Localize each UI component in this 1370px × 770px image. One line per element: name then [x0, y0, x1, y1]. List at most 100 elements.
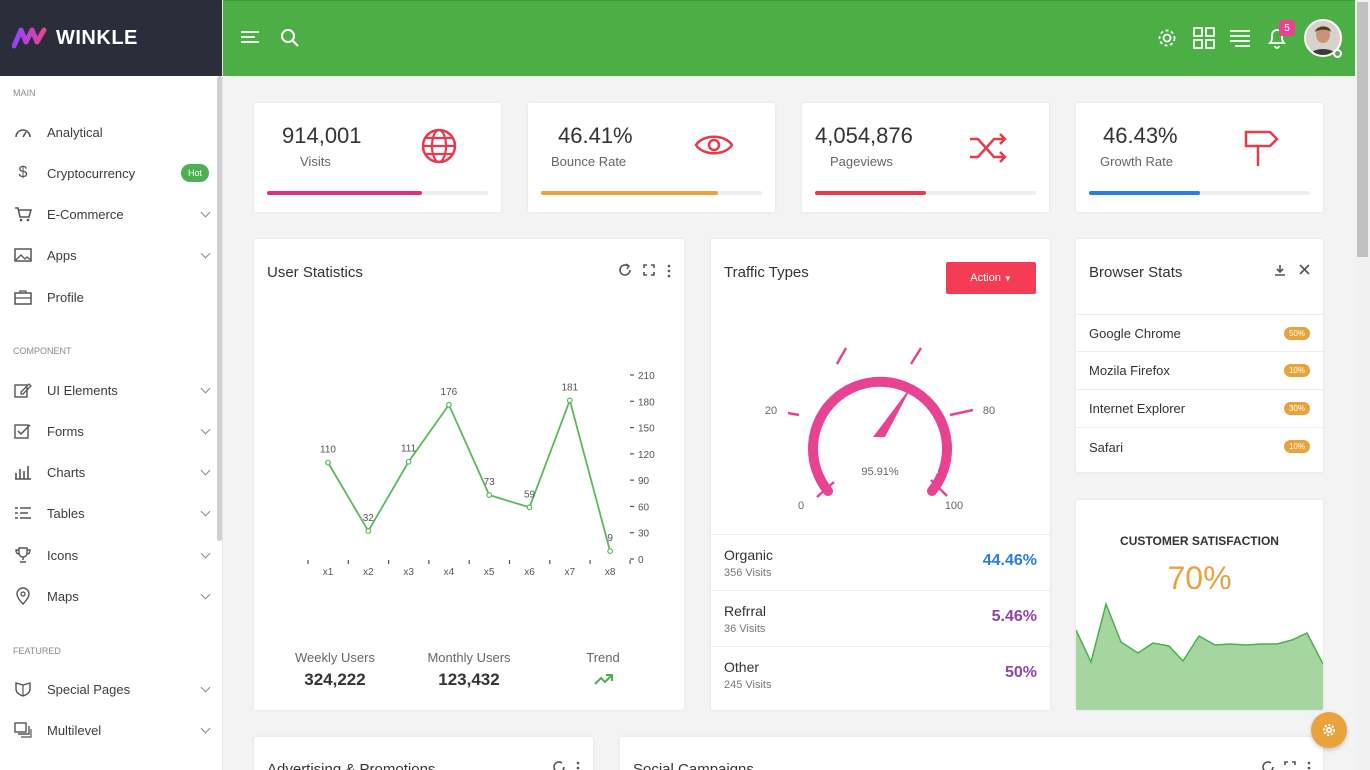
sidebar-item-ecommerce[interactable]: E-Commerce — [0, 194, 222, 234]
sidebar-scrollbar[interactable] — [217, 76, 222, 541]
shield-icon — [14, 680, 32, 698]
stat-value: 46.43% — [1103, 123, 1178, 148]
data-point — [526, 504, 533, 511]
action-dropdown-button[interactable]: Action ▼ — [946, 262, 1036, 294]
traffic-row-organic: Organic 356 Visits 44.46% — [711, 534, 1050, 590]
fullscreen-icon[interactable] — [643, 264, 655, 276]
sidebar-item-profile[interactable]: Profile — [0, 277, 222, 317]
stat-label: Pageviews — [830, 154, 893, 169]
refresh-icon[interactable] — [552, 760, 566, 770]
satisfaction-sparkline — [1076, 601, 1323, 710]
sidebar-item-label: Apps — [47, 247, 77, 263]
weekly-users-value: 324,222 — [304, 670, 366, 689]
section-main: MAIN — [13, 88, 36, 98]
sidebar-item-special-pages[interactable]: Special Pages — [0, 669, 222, 709]
card-title: Browser Stats — [1089, 264, 1183, 281]
avatar[interactable] — [1304, 19, 1342, 57]
data-label: 32 — [363, 513, 375, 524]
refresh-icon[interactable] — [1261, 760, 1275, 770]
signpost-icon — [1244, 130, 1279, 166]
stat-card-growth-rate: 46.43% Growth Rate — [1076, 103, 1323, 212]
chevron-down-icon — [200, 383, 211, 394]
trend-label: Trend — [586, 650, 620, 665]
user-statistics-chart: x1 x2 x3 x4 x5 x6 x7 x8 0 30 60 90 120 150 180 210 110 32… — [307, 371, 655, 578]
section-featured: FEATURED — [13, 646, 61, 656]
traffic-row-other: Other 245 Visits 50% — [711, 646, 1050, 702]
sidebar-item-analytical[interactable]: Analytical — [0, 112, 222, 152]
sidebar-item-label: Multilevel — [47, 722, 102, 738]
map-pin-icon — [14, 587, 32, 605]
download-icon[interactable] — [1274, 264, 1286, 276]
browser-name: Internet Explorer — [1089, 401, 1186, 416]
traffic-name: Other — [724, 659, 760, 675]
sidebar-item-label: E-Commerce — [47, 206, 124, 222]
advertising-card: Advertising & Promotions — [254, 737, 593, 770]
data-label: 181 — [561, 382, 578, 393]
sidebar-item-charts[interactable]: Charts — [0, 452, 222, 492]
x-tick-label: x5 — [484, 567, 495, 578]
trending-up-icon — [594, 674, 613, 685]
sidebar-item-label: Special Pages — [47, 681, 131, 697]
y-tick-label: 0 — [638, 555, 644, 566]
caret-down-icon: ▼ — [1003, 273, 1012, 283]
section-component: COMPONENT — [13, 346, 72, 356]
traffic-gauge: 95.91% 0 20 80 100 — [765, 347, 995, 512]
search-icon[interactable] — [278, 26, 302, 50]
traffic-visits: 356 Visits — [724, 567, 772, 579]
traffic-visits: 36 Visits — [724, 623, 766, 635]
bell-icon[interactable] — [1265, 26, 1289, 50]
cart-icon — [14, 205, 32, 223]
sidebar-item-icons[interactable]: Icons — [0, 535, 222, 575]
sidebar-item-tables[interactable]: Tables — [0, 493, 222, 533]
sidebar-item-multilevel[interactable]: Multilevel — [0, 710, 222, 750]
menu-toggle-icon[interactable] — [238, 26, 262, 50]
brand[interactable]: WINKLE — [0, 0, 222, 76]
list-menu-icon[interactable] — [1228, 26, 1252, 50]
y-tick-label: 180 — [638, 397, 655, 408]
trophy-icon — [14, 546, 32, 564]
stat-value: 4,054,876 — [815, 123, 913, 148]
table-icon — [14, 504, 32, 522]
traffic-visits: 245 Visits — [724, 679, 772, 691]
refresh-icon[interactable] — [618, 263, 632, 277]
sidebar: WINKLE MAIN Analytical $ Cryptocurrency … — [0, 0, 223, 770]
browser-row: Internet Explorer 30% — [1076, 390, 1323, 428]
sidebar-item-cryptocurrency[interactable]: $ Cryptocurrency Hot — [0, 153, 222, 193]
sidebar-item-forms[interactable]: Forms — [0, 411, 222, 451]
floating-settings-button[interactable] — [1311, 712, 1347, 748]
card-title: User Statistics — [267, 264, 363, 281]
globe-icon — [421, 128, 457, 164]
satisfaction-value: 70% — [1167, 560, 1232, 596]
more-vertical-icon[interactable] — [575, 761, 581, 770]
fullscreen-icon[interactable] — [1284, 761, 1296, 770]
sidebar-item-apps[interactable]: Apps — [0, 235, 222, 275]
card-title: Traffic Types — [724, 264, 809, 281]
x-tick-label: x2 — [363, 567, 374, 578]
browser-row: Google Chrome 50% — [1076, 314, 1323, 352]
browser-name: Mozila Firefox — [1089, 363, 1170, 378]
gauge-value: 95.91% — [861, 466, 899, 478]
brand-name: WINKLE — [56, 26, 138, 49]
more-vertical-icon[interactable] — [1306, 761, 1312, 770]
data-label: 73 — [484, 477, 496, 488]
social-campaigns-card: Social Campaigns — [620, 737, 1323, 770]
close-icon[interactable] — [1299, 264, 1310, 275]
satisfaction-title: CUSTOMER SATISFACTION — [1120, 534, 1279, 548]
apps-grid-icon[interactable] — [1192, 26, 1216, 50]
bar-chart-icon — [14, 463, 32, 481]
online-status-dot — [1333, 49, 1342, 58]
gauge-label-80: 80 — [983, 405, 995, 417]
gauge-label-20: 20 — [765, 405, 777, 417]
x-tick-label: x3 — [403, 567, 414, 578]
more-vertical-icon[interactable] — [666, 264, 672, 278]
gear-icon[interactable] — [1155, 26, 1179, 50]
page-scrollbar-thumb[interactable] — [1357, 2, 1368, 257]
sidebar-item-label: Tables — [47, 505, 85, 521]
stat-label: Visits — [300, 154, 331, 169]
data-label: 110 — [320, 445, 336, 456]
sidebar-item-ui-elements[interactable]: UI Elements — [0, 370, 222, 410]
series-line — [327, 397, 611, 552]
sidebar-item-maps[interactable]: Maps — [0, 576, 222, 616]
card-title: Advertising & Promotions — [267, 761, 436, 770]
chevron-down-icon — [200, 207, 211, 218]
